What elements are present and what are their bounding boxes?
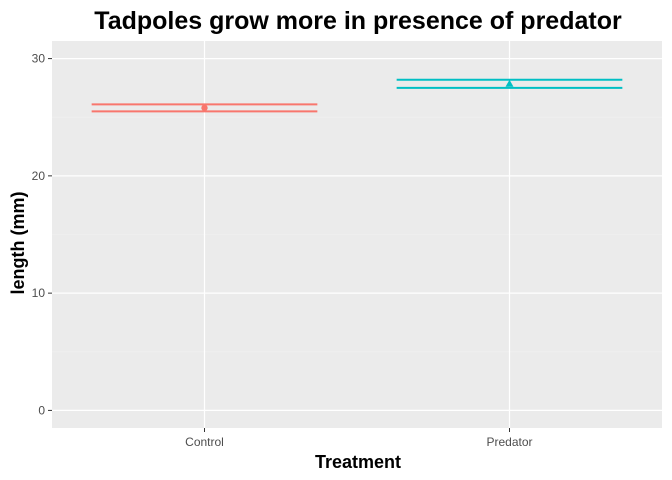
y-tick-label: 0 <box>38 403 45 417</box>
data-marks <box>91 78 623 113</box>
y-tick-label: 20 <box>32 169 46 183</box>
y-axis-title: length (mm) <box>8 192 28 295</box>
minor-gridlines <box>52 116 662 353</box>
mean-point-circle <box>201 104 208 112</box>
chart-title: Tadpoles grow more in presence of predat… <box>94 7 622 35</box>
y-tick-label: 10 <box>32 286 46 300</box>
x-axis-title: Treatment <box>315 452 401 472</box>
x-axis: Control Predator <box>185 428 533 449</box>
mean-point-triangle <box>505 79 514 87</box>
x-tick-label: Predator <box>486 435 532 449</box>
y-tick-label: 30 <box>32 52 46 66</box>
x-tick-label: Control <box>185 435 224 449</box>
y-axis: 0 10 20 30 <box>32 52 52 417</box>
